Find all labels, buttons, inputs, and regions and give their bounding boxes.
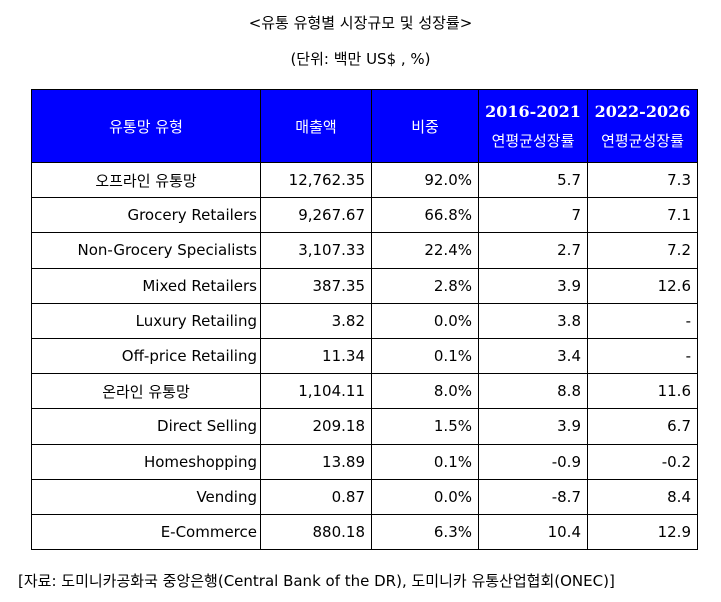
row-growth-2: -0.2 — [587, 443, 698, 480]
row-growth-2: - — [587, 337, 698, 375]
table-title: <유통 유형별 시장규모 및 성장률> — [248, 14, 473, 32]
row-share: 0.1% — [371, 337, 479, 375]
row-name: Grocery Retailers — [31, 197, 261, 234]
header-period1-label: 연평균성장률 — [491, 132, 575, 150]
row-growth-2: 11.6 — [587, 373, 698, 410]
row-growth-1: 7 — [478, 197, 588, 234]
header-period2-label: 연평균성장률 — [601, 132, 684, 150]
row-sales: 11.34 — [260, 337, 372, 375]
row-share: 8.0% — [371, 373, 479, 410]
row-name: Direct Selling — [31, 408, 261, 445]
row-growth-1: -8.7 — [478, 478, 588, 515]
header-period2-year: 2022-2026 — [594, 102, 691, 121]
table-row: Homeshopping 13.89 0.1% -0.9 -0.2 — [31, 443, 698, 480]
row-share: 0.1% — [371, 443, 479, 480]
row-growth-1: 5.7 — [478, 161, 588, 199]
row-name: 오프라인 유통망 — [31, 161, 261, 199]
row-growth-2: 6.7 — [587, 408, 698, 445]
row-growth-2: 12.9 — [587, 513, 698, 551]
header-share: 비중 — [371, 89, 479, 163]
row-sales: 387.35 — [260, 267, 372, 304]
row-share: 1.5% — [371, 408, 479, 445]
row-share: 0.0% — [371, 302, 479, 339]
row-name: E-Commerce — [31, 513, 261, 551]
table-row: Grocery Retailers 9,267.67 66.8% 7 7.1 — [31, 197, 698, 234]
row-growth-1: 3.9 — [478, 408, 588, 445]
source-note: [자료: 도미니카공화국 중앙은행(Central Bank of the DR… — [18, 572, 615, 590]
row-name: 온라인 유통망 — [31, 373, 261, 410]
row-sales: 3,107.33 — [260, 232, 372, 269]
header-growth-2016-2021: 2016-2021 연평균성장률 — [478, 89, 588, 163]
header-growth-2022-2026: 2022-2026 연평균성장률 — [587, 89, 698, 163]
row-share: 0.0% — [371, 478, 479, 515]
row-growth-2: - — [587, 302, 698, 339]
header-type: 유통망 유형 — [31, 89, 261, 163]
row-growth-1: 3.4 — [478, 337, 588, 375]
table-row: Non-Grocery Specialists 3,107.33 22.4% 2… — [31, 232, 698, 269]
row-sales: 3.82 — [260, 302, 372, 339]
table-row: 온라인 유통망 1,104.11 8.0% 8.8 11.6 — [31, 373, 698, 410]
row-share: 66.8% — [371, 197, 479, 234]
row-sales: 1,104.11 — [260, 373, 372, 410]
row-sales: 209.18 — [260, 408, 372, 445]
row-name: Luxury Retailing — [31, 302, 261, 339]
table-row: Luxury Retailing 3.82 0.0% 3.8 - — [31, 302, 698, 339]
table-row: E-Commerce 880.18 6.3% 10.4 12.9 — [31, 513, 698, 551]
market-size-table: 유통망 유형 매출액 비중 2016-2021 연평균성장률 2022-2026… — [31, 89, 698, 551]
row-growth-1: 10.4 — [478, 513, 588, 551]
row-name: Off-price Retailing — [31, 337, 261, 375]
table-row: Vending 0.87 0.0% -8.7 8.4 — [31, 478, 698, 515]
table-row: Direct Selling 209.18 1.5% 3.9 6.7 — [31, 408, 698, 445]
row-growth-1: 2.7 — [478, 232, 588, 269]
row-name: Non-Grocery Specialists — [31, 232, 261, 269]
row-share: 2.8% — [371, 267, 479, 304]
table-row: 오프라인 유통망 12,762.35 92.0% 5.7 7.3 — [31, 161, 698, 199]
row-sales: 0.87 — [260, 478, 372, 515]
row-sales: 13.89 — [260, 443, 372, 480]
row-share: 6.3% — [371, 513, 479, 551]
row-growth-1: 3.9 — [478, 267, 588, 304]
row-share: 92.0% — [371, 161, 479, 199]
row-growth-1: 8.8 — [478, 373, 588, 410]
unit-note: (단위: 백만 US$ , %) — [290, 50, 431, 68]
row-name: Vending — [31, 478, 261, 515]
row-growth-2: 7.3 — [587, 161, 698, 199]
row-growth-1: 3.8 — [478, 302, 588, 339]
row-sales: 12,762.35 — [260, 161, 372, 199]
row-growth-2: 7.1 — [587, 197, 698, 234]
row-share: 22.4% — [371, 232, 479, 269]
header-sales: 매출액 — [260, 89, 372, 163]
row-sales: 880.18 — [260, 513, 372, 551]
row-growth-2: 8.4 — [587, 478, 698, 515]
row-name: Homeshopping — [31, 443, 261, 480]
header-period1-year: 2016-2021 — [485, 102, 581, 121]
table-header-row: 유통망 유형 매출액 비중 2016-2021 연평균성장률 2022-2026… — [31, 89, 698, 163]
row-sales: 9,267.67 — [260, 197, 372, 234]
row-growth-2: 7.2 — [587, 232, 698, 269]
table-row: Off-price Retailing 11.34 0.1% 3.4 - — [31, 337, 698, 375]
row-growth-2: 12.6 — [587, 267, 698, 304]
table-row: Mixed Retailers 387.35 2.8% 3.9 12.6 — [31, 267, 698, 304]
row-name: Mixed Retailers — [31, 267, 261, 304]
row-growth-1: -0.9 — [478, 443, 588, 480]
